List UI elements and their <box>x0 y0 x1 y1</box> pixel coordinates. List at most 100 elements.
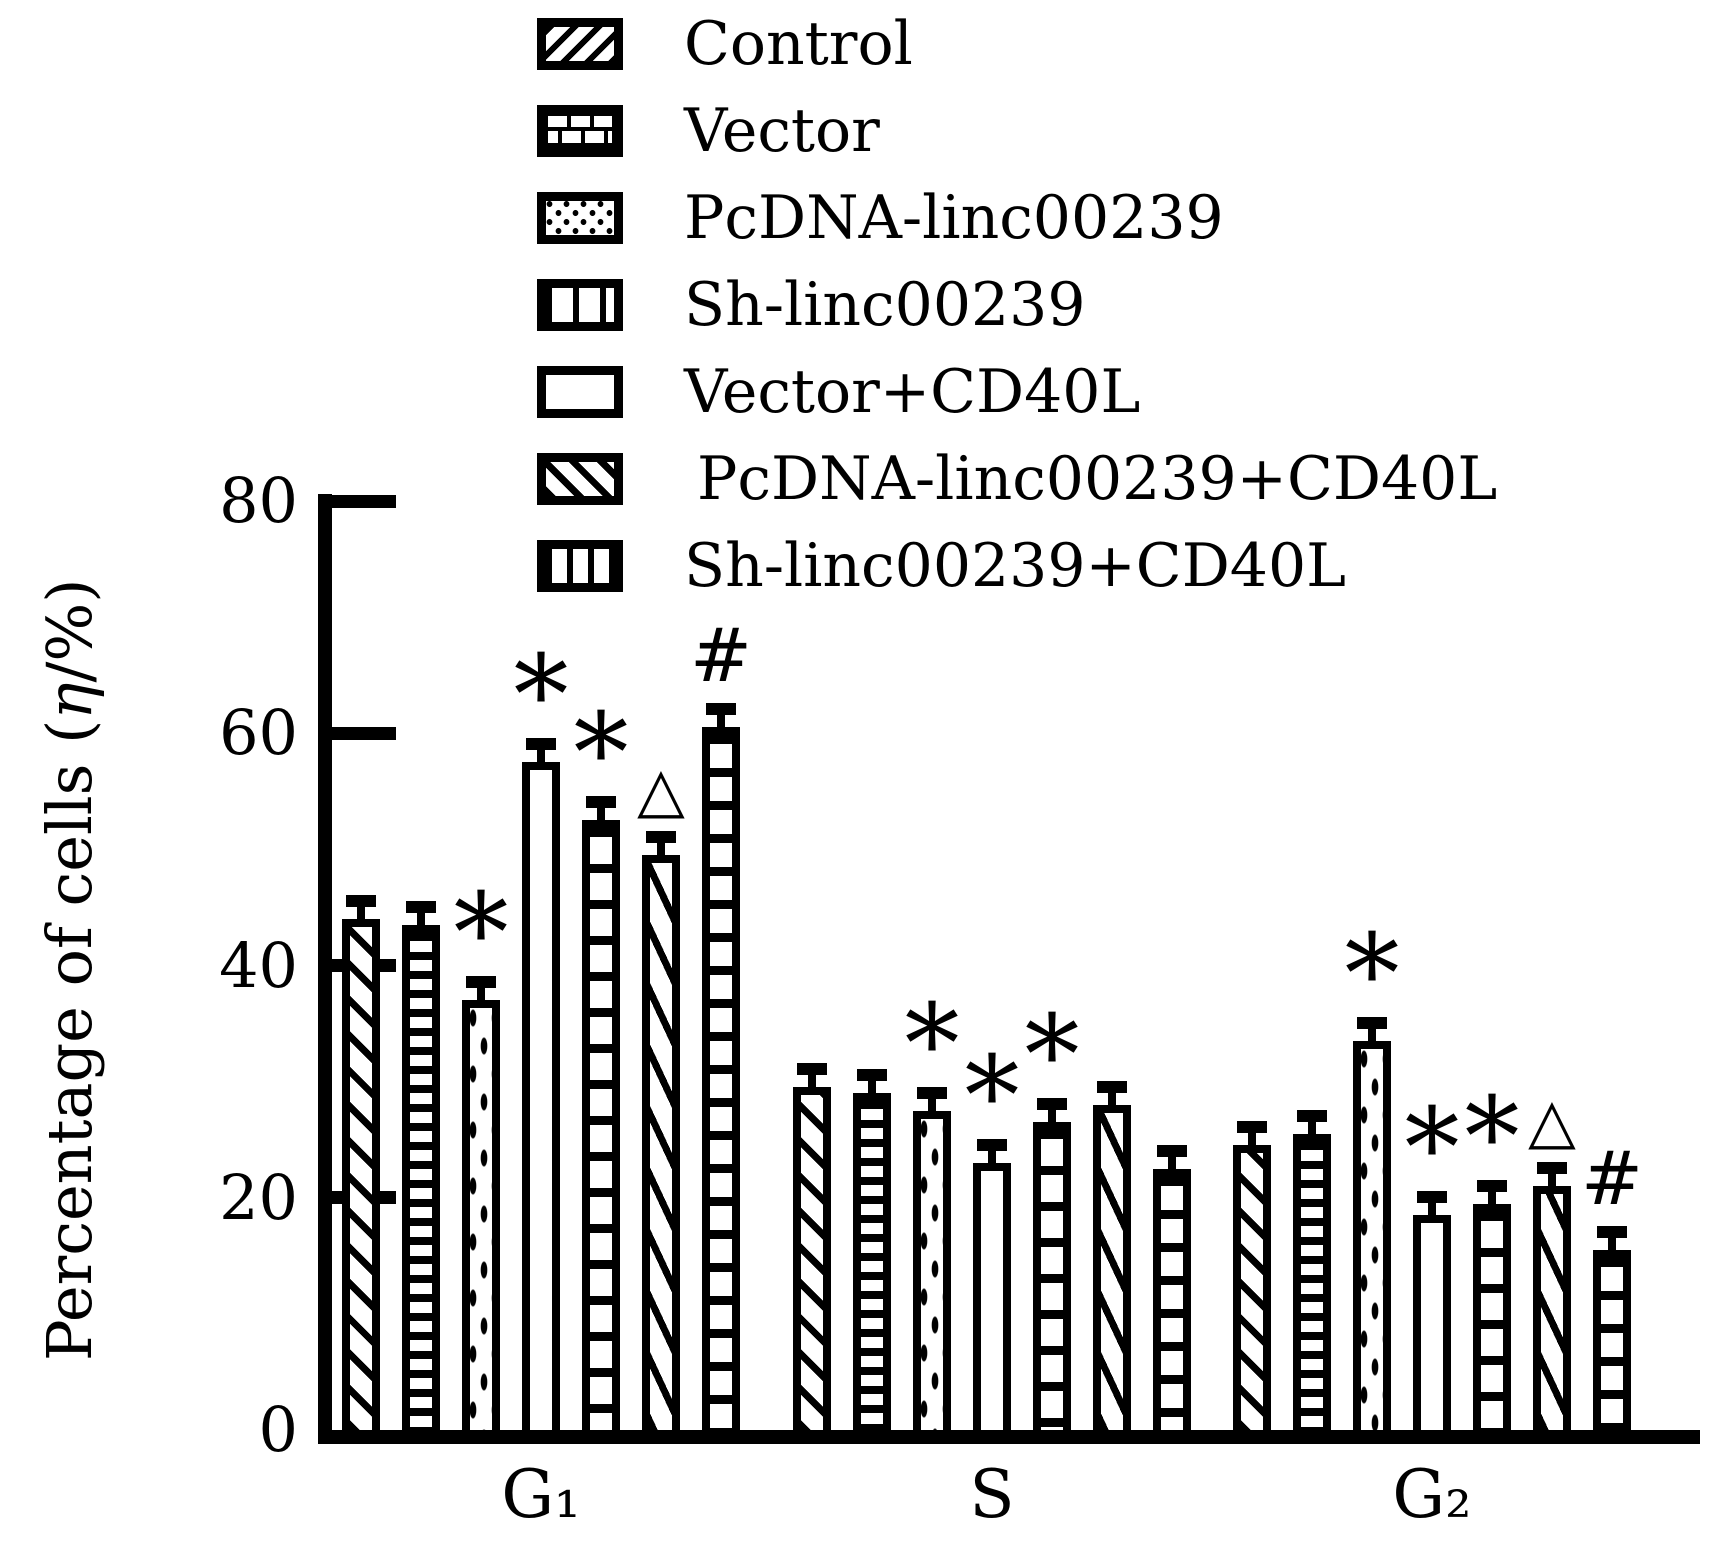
legend-label: Vector <box>684 96 880 166</box>
legend-label: Control <box>684 9 913 79</box>
error-bar-stem <box>717 711 725 729</box>
error-bar-cap <box>706 703 736 715</box>
error-bar-stem <box>868 1077 876 1095</box>
significance-marker: * <box>964 1032 1020 1160</box>
error-bar-cap <box>1417 1191 1447 1203</box>
significance-marker: * <box>1404 1084 1460 1212</box>
error-bar-stem <box>597 804 605 822</box>
bar <box>793 1087 831 1430</box>
error-bar-stem <box>988 1147 996 1165</box>
bar <box>642 855 680 1430</box>
error-bar-cap <box>1357 1017 1387 1029</box>
bar <box>973 1163 1011 1430</box>
error-bar-cap <box>797 1063 827 1075</box>
error-bar-cap <box>857 1069 887 1081</box>
error-bar-stem <box>1488 1188 1496 1206</box>
x-category-label: G₁ <box>501 1456 581 1533</box>
y-tick-mark <box>332 494 396 508</box>
error-bar-stem <box>1308 1118 1316 1136</box>
bar <box>1353 1041 1391 1430</box>
legend-label: PcDNA-linc00239 <box>684 183 1224 253</box>
error-bar-cap <box>977 1139 1007 1151</box>
error-bar-cap <box>1097 1081 1127 1093</box>
bar <box>402 925 440 1430</box>
bar <box>1093 1105 1131 1430</box>
legend-swatch-cells <box>537 279 623 331</box>
error-bar-stem <box>1368 1025 1376 1043</box>
bar <box>582 820 620 1430</box>
bar <box>1533 1186 1571 1430</box>
error-bar-cap <box>1597 1226 1627 1238</box>
legend-swatch-dots <box>537 192 623 244</box>
significance-marker: * <box>573 689 629 817</box>
significance-marker: * <box>1344 910 1400 1038</box>
legend-label: Vector+CD40L <box>684 357 1141 427</box>
error-bar-stem <box>417 909 425 927</box>
error-bar-cap <box>1477 1180 1507 1192</box>
y-tick-label: 60 <box>219 696 298 770</box>
significance-marker: * <box>453 869 509 997</box>
x-axis-line <box>318 1430 1700 1444</box>
significance-marker: * <box>904 980 960 1108</box>
significance-marker: # <box>689 613 753 699</box>
error-bar-stem <box>1548 1170 1556 1188</box>
error-bar-stem <box>477 984 485 1002</box>
legend-swatch-cells2 <box>537 540 623 592</box>
y-tick-label: 20 <box>219 1160 298 1234</box>
y-tick-label: 0 <box>258 1393 298 1466</box>
bar <box>1293 1134 1331 1430</box>
error-bar-cap <box>1237 1121 1267 1133</box>
legend-swatch-brick <box>537 105 623 157</box>
error-bar-stem <box>1048 1106 1056 1124</box>
error-bar-stem <box>1608 1234 1616 1252</box>
error-bar-cap <box>346 895 376 907</box>
bar <box>913 1111 951 1430</box>
bar <box>1153 1169 1191 1430</box>
legend-label: Sh-linc00239 <box>684 270 1086 340</box>
legend-swatch-plain <box>537 366 623 418</box>
error-bar-cap <box>1037 1098 1067 1110</box>
error-bar-cap <box>406 901 436 913</box>
error-bar-cap <box>466 976 496 988</box>
y-tick-label: 80 <box>219 464 298 537</box>
bar <box>702 727 740 1430</box>
error-bar-stem <box>357 903 365 921</box>
significance-marker: * <box>513 631 569 759</box>
bar <box>1413 1215 1451 1430</box>
error-bar-stem <box>1248 1129 1256 1147</box>
error-bar-cap <box>917 1087 947 1099</box>
error-bar-stem <box>1168 1153 1176 1171</box>
significance-marker: * <box>1464 1073 1520 1201</box>
x-category-label: G₂ <box>1392 1456 1472 1533</box>
x-category-label: S <box>969 1456 1015 1533</box>
y-tick-mark <box>332 726 396 740</box>
bar <box>1473 1204 1511 1430</box>
error-bar-cap <box>1537 1162 1567 1174</box>
error-bar-stem <box>1108 1089 1116 1107</box>
error-bar-cap <box>526 738 556 750</box>
error-bar-cap <box>1297 1110 1327 1122</box>
bar <box>462 1000 500 1430</box>
error-bar-stem <box>537 746 545 764</box>
y-axis-line <box>318 494 332 1444</box>
legend-label: Sh-linc00239+CD40L <box>684 531 1346 601</box>
significance-marker: △ <box>1528 1084 1576 1157</box>
error-bar-stem <box>928 1095 936 1113</box>
bar <box>1233 1145 1271 1430</box>
bar <box>853 1093 891 1430</box>
bar <box>522 762 560 1430</box>
error-bar-stem <box>657 839 665 857</box>
legend-label: PcDNA-linc00239+CD40L <box>697 444 1498 514</box>
significance-marker: # <box>1580 1136 1644 1222</box>
legend-swatch-diag_down <box>537 453 623 505</box>
error-bar-stem <box>1428 1199 1436 1217</box>
bar <box>342 919 380 1430</box>
error-bar-cap <box>1157 1145 1187 1157</box>
significance-marker: △ <box>637 753 685 826</box>
error-bar-stem <box>808 1071 816 1089</box>
error-bar-cap <box>586 796 616 808</box>
legend-swatch-diag_up <box>537 18 623 70</box>
y-tick-label: 40 <box>219 928 298 1002</box>
